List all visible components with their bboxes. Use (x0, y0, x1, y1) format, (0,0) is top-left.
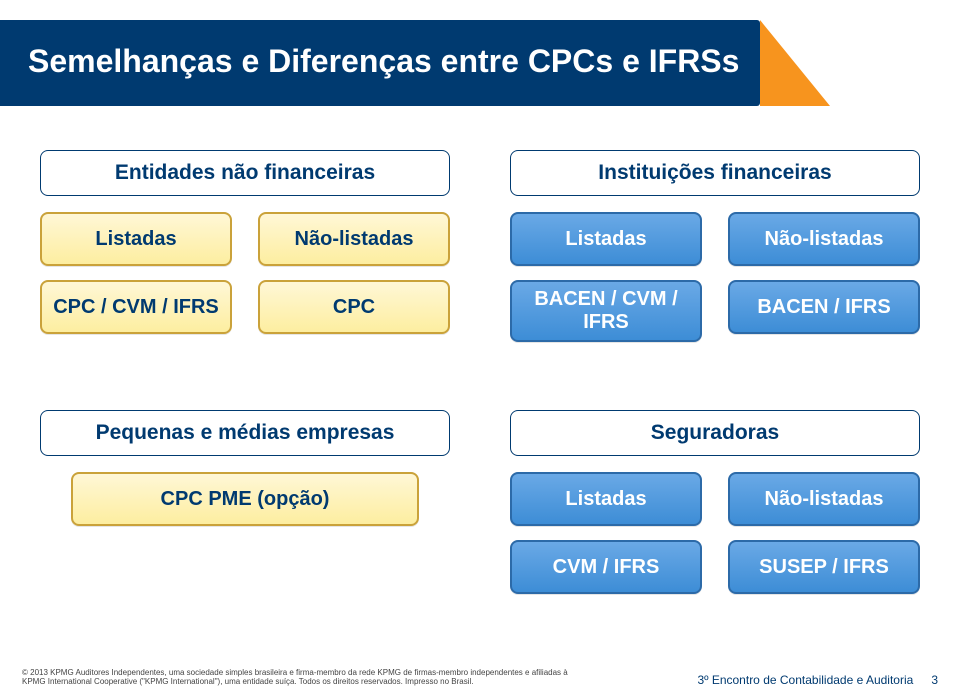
col-entidades-listadas: Listadas CPC / CVM / IFRS (40, 212, 232, 334)
header-instituicoes: Instituições financeiras (510, 150, 920, 196)
box-susep-ifrs: SUSEP / IFRS (728, 540, 920, 594)
box-nao-listadas-fin: Não-listadas (728, 212, 920, 266)
footer-event: 3º Encontro de Contabilidade e Auditoria (697, 673, 913, 687)
box-nao-listadas-seg: Não-listadas (728, 472, 920, 526)
title-band: Semelhanças e Diferenças entre CPCs e IF… (0, 0, 960, 130)
slide: Semelhanças e Diferenças entre CPCs e IF… (0, 0, 960, 699)
footer-copyright: © 2013 KPMG Auditores Independentes, uma… (22, 668, 582, 687)
slide-title: Semelhanças e Diferenças entre CPCs e IF… (28, 18, 748, 104)
col-seguradoras-nao-listadas: Não-listadas SUSEP / IFRS (728, 472, 920, 594)
group-instituicoes-financeiras: Instituições financeiras Listadas BACEN … (510, 150, 920, 342)
footer-right: 3º Encontro de Contabilidade e Auditoria… (697, 673, 938, 687)
col-instituicoes-nao-listadas: Não-listadas BACEN / IFRS (728, 212, 920, 342)
group-pme: Pequenas e médias empresas CPC PME (opçã… (40, 410, 450, 594)
col-pme: CPC PME (opção) (40, 472, 450, 540)
header-seguradoras: Seguradoras (510, 410, 920, 456)
footer-page-number: 3 (931, 673, 938, 687)
box-nao-listadas: Não-listadas (258, 212, 450, 266)
header-pme: Pequenas e médias empresas (40, 410, 450, 456)
group-entidades-nao-financeiras: Entidades não financeiras Listadas CPC /… (40, 150, 450, 342)
box-cpc-cvm-ifrs: CPC / CVM / IFRS (40, 280, 232, 334)
pair-seguradoras: Listadas CVM / IFRS Não-listadas SUSEP /… (510, 472, 920, 594)
content-area: Entidades não financeiras Listadas CPC /… (40, 150, 920, 662)
col-seguradoras-listadas: Listadas CVM / IFRS (510, 472, 702, 594)
box-cpc: CPC (258, 280, 450, 334)
row-1: Entidades não financeiras Listadas CPC /… (40, 150, 920, 342)
pair-instituicoes: Listadas BACEN / CVM / IFRS Não-listadas… (510, 212, 920, 342)
group-seguradoras: Seguradoras Listadas CVM / IFRS Não-list… (510, 410, 920, 594)
box-listadas-seg: Listadas (510, 472, 702, 526)
box-cpc-pme: CPC PME (opção) (71, 472, 420, 526)
box-listadas-fin: Listadas (510, 212, 702, 266)
box-bacen-cvm-ifrs: BACEN / CVM / IFRS (510, 280, 702, 342)
col-entidades-nao-listadas: Não-listadas CPC (258, 212, 450, 334)
col-instituicoes-listadas: Listadas BACEN / CVM / IFRS (510, 212, 702, 342)
pair-entidades: Listadas CPC / CVM / IFRS Não-listadas C… (40, 212, 450, 334)
box-bacen-ifrs: BACEN / IFRS (728, 280, 920, 334)
box-cvm-ifrs: CVM / IFRS (510, 540, 702, 594)
row-2: Pequenas e médias empresas CPC PME (opçã… (40, 410, 920, 594)
header-entidades: Entidades não financeiras (40, 150, 450, 196)
title-accent-triangle (760, 20, 830, 106)
footer: © 2013 KPMG Auditores Independentes, uma… (0, 668, 960, 699)
box-listadas: Listadas (40, 212, 232, 266)
